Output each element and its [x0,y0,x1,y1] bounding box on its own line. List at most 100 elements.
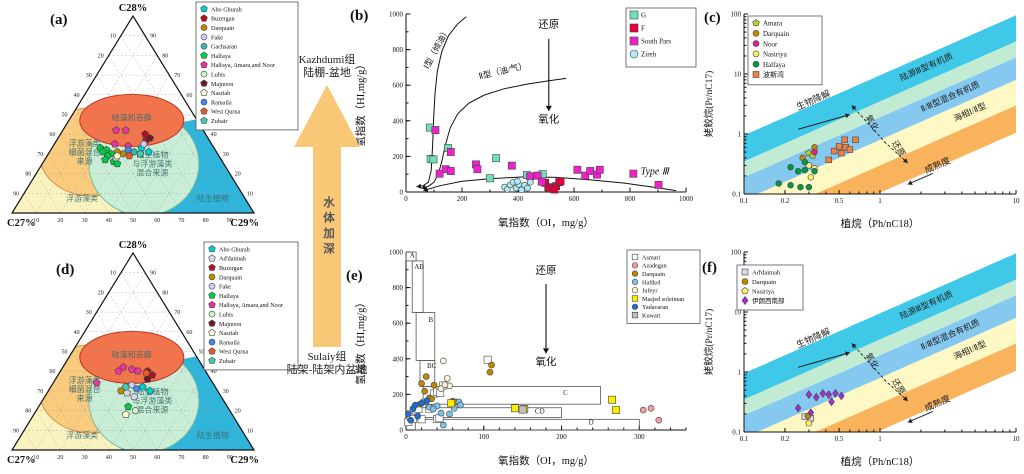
formation-label-sulaiy: Sulaiy组 [307,351,347,363]
legend-label: Ad'daimah [219,256,247,263]
legend: Abo Ghurab Ad'daimah Buzergan Darquain Fake H… [203,241,299,371]
data-point-halfaya [797,183,804,191]
chart-text: 0.2 [781,197,790,205]
chart-text: 60 [186,330,192,336]
water-deepening-label: 水体加深 [322,196,334,258]
data-point-波斯湾 [825,156,832,164]
maturity-boxes: A AB B BC C CD D [405,251,640,431]
data-point-south-pars [654,180,663,189]
legend-swatch-circle [631,270,639,277]
legend-swatch-pentagon [200,107,208,115]
legend-box [203,241,299,371]
data-point-south-pars [446,167,455,175]
axes [743,13,1017,195]
data-point-azadegan [647,404,655,412]
data-point-zireh [527,178,534,186]
data-point-south-pars [537,177,546,186]
legend-label: Asmari [642,254,660,261]
legend-label: 伊朗西南部 [752,296,785,305]
oxidation-arrow [851,105,884,141]
data-point-south-pars [533,171,542,180]
box-C [422,385,601,405]
data-point-伊朗西南部 [825,390,833,400]
data-point-south-pars [573,165,582,174]
legend-swatch-pentagon [200,88,208,96]
legend-swatch-circle [631,287,639,294]
ternary-frame [10,14,256,214]
chart-text: 200 [393,391,404,399]
data-point-波斯湾 [838,149,845,157]
data-point-majnoon [143,374,152,383]
chart-text: 20 [235,409,241,415]
chart-text: 10 [734,309,742,317]
data-point-波斯湾 [846,146,854,153]
box-D [414,418,640,431]
data-point-kuwait [518,405,527,414]
data-point-halfaya [113,159,122,168]
chart-text: 60 [49,369,55,375]
reduction-arrow [883,379,909,402]
band-palegreen [744,41,1016,178]
legend-label: Zireh [641,51,657,59]
legend-label: Darquain [763,30,790,38]
band-mixed-II-III [744,295,1016,432]
data-point-halfaya-amara-and-noor [121,126,130,134]
legend-label: Gachsaran [211,44,237,51]
chart-text: 40 [106,455,112,461]
chart-text: 400 [513,195,524,203]
legend-label: Buzergan [211,16,235,23]
data-point-masjed-soleiman [612,406,620,414]
chart-text: 0.1 [740,435,749,443]
region-labels: 浮游藻类 陆生植物 浮游藻类细菌混合来源 陆生植物与浮游藻类混合来源 硅藻和苔藓 [66,112,229,203]
legend-swatch-square [631,312,639,319]
chart-text: 90 [150,271,156,277]
axis-label-c28: C28% [119,3,148,14]
data-points [425,123,663,194]
legend-label: Haftkel [642,279,661,286]
legend-label: Buzergan [219,265,243,272]
legend-label: Luhis [219,311,234,318]
chart-text: 50 [62,113,68,119]
data-point-波斯湾 [835,143,843,150]
axis-label-c29: C29% [230,218,259,229]
legend-swatch-circle [631,303,639,310]
chart-text: 300 [634,433,645,441]
data-point-伊朗西南部 [813,392,820,402]
legend-swatch-circle [752,40,760,47]
chart-text: 600 [569,195,580,203]
chart-text: 70 [37,389,43,395]
chart-text: 20 [57,218,63,224]
chart-text: 10 [734,71,742,79]
data-point-yadavaran [418,400,425,407]
data-point-darquain [488,361,495,369]
biodegradation-arrow [797,352,850,368]
legend-swatch-circle [629,49,639,59]
curve-label-type3: Type Ⅲ [641,167,670,178]
chart-text: 0.5 [835,435,844,443]
data-point-azadegan [655,416,663,424]
panel-label-c: (c) [704,10,721,26]
biodegradation-arrow [797,114,850,130]
data-point-伊朗西南部 [794,403,802,413]
data-point-nasriah [121,410,130,418]
chart-text: 0 [400,189,404,197]
legend-swatch-circle [200,70,208,78]
ternary-chart-d: 10 10 10 20 20 20 30 30 30 40 40 40 50 50 50 60 60 60 70 70… [7,240,299,466]
chart-text: 60 [186,93,192,99]
legend-label: Masjed soleiman [642,296,684,303]
x-axis-title: 植烷（Ph/nC18） [841,217,920,230]
legend-label: Ramaila [211,99,232,106]
ternary-chart-a: 1010102020203030304040405050506060607070… [7,1,299,229]
data-point-伊朗西南部 [832,388,839,398]
data-point-south-pars [507,161,516,170]
data-point-south-pars [435,169,444,178]
data-point-zubair [136,149,145,158]
arrowhead-icon [902,396,908,401]
data-point-ramaila [133,385,141,393]
data-point-jufeyr [441,381,449,388]
curve-label-type1: Ⅰ型（倾油） [421,26,451,70]
legend-swatch-circle [200,42,208,50]
data-point-haftkel [440,421,447,429]
